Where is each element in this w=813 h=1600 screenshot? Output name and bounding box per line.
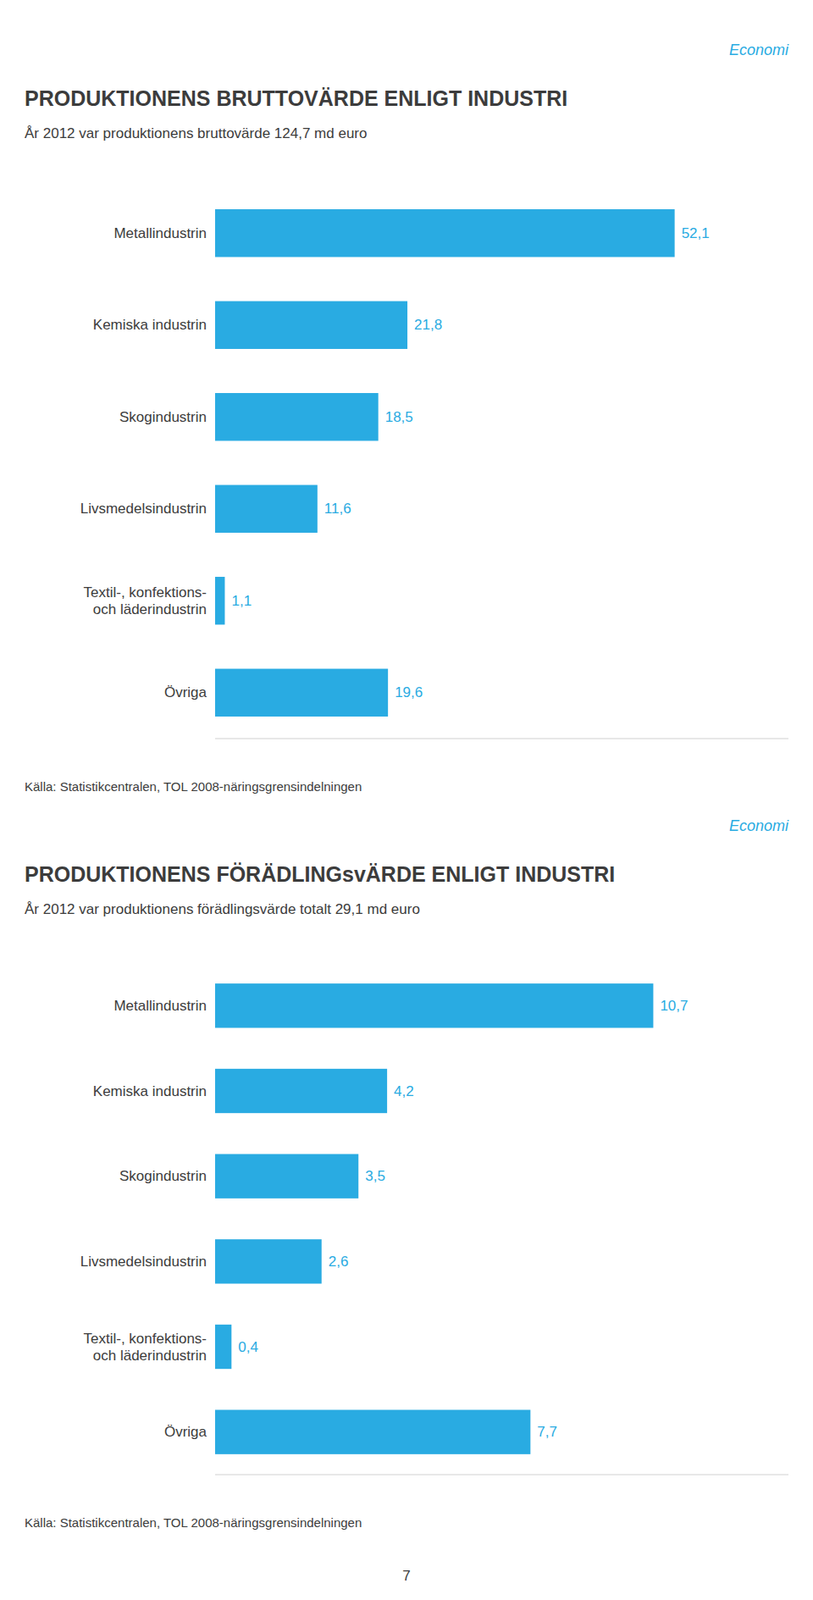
title: PRODUKTIONENS FÖRÄDLINGsvÄRDE ENLIGT IND… (24, 862, 615, 886)
bars (215, 983, 653, 1455)
bar (215, 1153, 359, 1198)
title: PRODUKTIONENS BRUTTOVÄRDE ENLIGT INDUSTR… (24, 86, 568, 111)
data-label: 11,6 (324, 500, 352, 517)
x-axis-line (215, 1474, 789, 1476)
page-number: 7 (402, 1567, 410, 1584)
bar (215, 576, 225, 625)
x-axis-line (215, 738, 789, 740)
data-label: 10,7 (659, 997, 688, 1014)
category-label: Skogindustrin (119, 409, 207, 426)
bar (215, 983, 653, 1028)
bar (215, 392, 379, 441)
bar (215, 485, 318, 533)
category-label: Övriga (164, 1423, 208, 1440)
chart: Economi PRODUKTIONENS FÖRÄDLINGsvÄRDE ENL… (24, 817, 790, 1530)
chart: Economi PRODUKTIONENS BRUTTOVÄRDE ENLIGT … (24, 41, 790, 794)
category-label: Textil-, konfektions-och läderindustrin (83, 1330, 208, 1364)
bar (215, 1409, 531, 1454)
category-label: Metallindustrin (113, 225, 207, 242)
data-label: 3,5 (365, 1167, 386, 1184)
category-label: Textil-, konfektions-och läderindustrin (83, 584, 208, 618)
data-label: 0,4 (237, 1338, 259, 1355)
category-label: Kemiska industrin (93, 1083, 207, 1100)
category-label: Kemiska industrin (93, 316, 207, 333)
bar (215, 209, 675, 257)
data-label: 7,7 (536, 1423, 558, 1440)
bar (215, 1238, 322, 1284)
subtitle: År 2012 var produktionens förädlingsvärd… (24, 901, 421, 918)
data-label: 52,1 (681, 225, 710, 242)
bar (215, 1324, 232, 1369)
data-label: 18,5 (385, 409, 414, 426)
category-label: Metallindustrin (113, 997, 207, 1014)
page: Economi PRODUKTIONENS BRUTTOVÄRDE ENLIGT … (0, 0, 813, 1600)
source: Källa: Statistikcentralen, TOL 2008-näri… (24, 1515, 362, 1530)
bar (215, 1068, 388, 1113)
data-label: 19,6 (394, 684, 423, 701)
category-label: Livsmedelsindustrin (80, 1253, 207, 1270)
data-label: 2,6 (328, 1253, 349, 1270)
brand-label: Economi (729, 41, 790, 59)
category-label: Skogindustrin (119, 1167, 207, 1184)
bar (215, 301, 408, 349)
figure: Economi PRODUKTIONENS BRUTTOVÄRDE ENLIGT … (0, 0, 813, 1600)
data-label: 1,1 (231, 592, 252, 609)
data-label: 4,2 (393, 1083, 415, 1100)
data-label: 21,8 (414, 316, 443, 333)
subtitle: År 2012 var produktionens bruttovärde 12… (24, 125, 367, 142)
category-label: Övriga (164, 684, 208, 701)
source: Källa: Statistikcentralen, TOL 2008-näri… (24, 779, 362, 794)
bar (215, 669, 388, 717)
bars (215, 209, 675, 717)
brand-label: Economi (729, 817, 790, 835)
category-label: Livsmedelsindustrin (80, 500, 207, 517)
